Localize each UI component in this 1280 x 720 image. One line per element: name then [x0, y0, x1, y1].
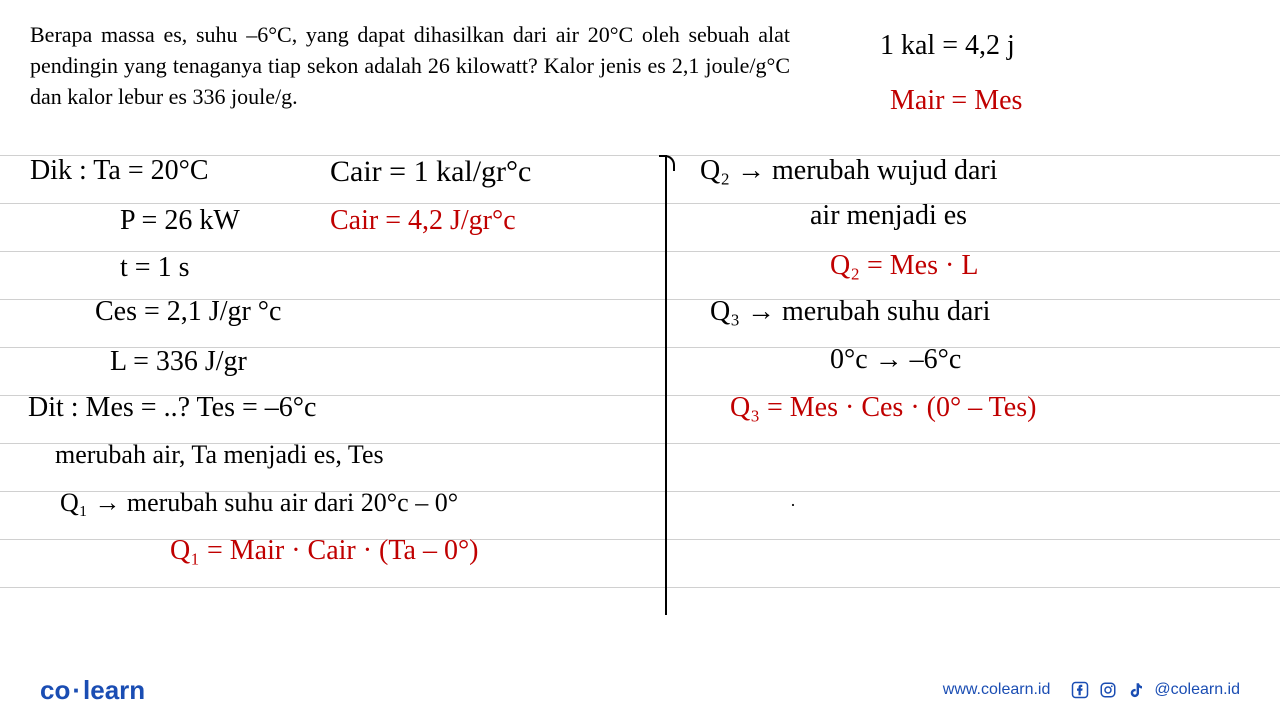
q2-label-1: Q₂ → merubah wujud dari — [700, 155, 997, 187]
dit-mes: Dit : Mes = ..? Tes = –6°c — [28, 392, 316, 424]
social-group: @colearn.id — [1070, 680, 1240, 700]
instagram-icon — [1098, 680, 1118, 700]
vertical-divider — [665, 155, 667, 615]
merubah-line: merubah air, Ta menjadi es, Tes — [55, 440, 384, 470]
dik-l: L = 336 J/gr — [110, 346, 247, 378]
question-text: Berapa massa es, suhu –6°C, yang dapat d… — [30, 20, 790, 112]
conversion-note: 1 kal = 4,2 j — [880, 30, 1015, 62]
q3-label-2: 0°c → –6°c — [830, 344, 961, 376]
logo-learn: learn — [83, 675, 145, 705]
q1-formula: Q₁ = Mair · Cair · (Ta – 0°) — [170, 535, 478, 567]
q2-label-2: air menjadi es — [810, 200, 967, 232]
dik-ta: Dik : Ta = 20°C — [30, 155, 209, 187]
dot-mark: · — [790, 495, 796, 516]
q3-formula: Q₃ = Mes · Ces · (0° – Tes) — [730, 392, 1036, 424]
website-url: www.colearn.id — [943, 681, 1051, 699]
logo-dot: · — [72, 675, 81, 705]
cair-kal: Cair = 1 kal/gr°c — [330, 155, 531, 189]
footer-right: www.colearn.id @colearn.id — [943, 680, 1240, 700]
cair-joule: Cair = 4,2 J/gr°c — [330, 205, 516, 237]
social-handle: @colearn.id — [1154, 681, 1240, 699]
facebook-icon — [1070, 680, 1090, 700]
logo-co: co — [40, 675, 70, 705]
tiktok-icon — [1126, 680, 1146, 700]
dik-p: P = 26 kW — [120, 205, 240, 237]
page-container: Berapa massa es, suhu –6°C, yang dapat d… — [0, 0, 1280, 720]
dik-ces: Ces = 2,1 J/gr °c — [95, 296, 281, 328]
q1-label: Q₁ → merubah suhu air dari 20°c – 0° — [60, 488, 458, 518]
dik-t: t = 1 s — [120, 252, 189, 284]
brand-logo: co·learn — [40, 675, 145, 706]
q3-label-1: Q₃ → merubah suhu dari — [710, 296, 990, 328]
q2-formula: Q₂ = Mes · L — [830, 250, 978, 282]
mass-equality: Mair = Mes — [890, 85, 1022, 117]
footer: co·learn www.colearn.id @colearn.id — [0, 660, 1280, 720]
